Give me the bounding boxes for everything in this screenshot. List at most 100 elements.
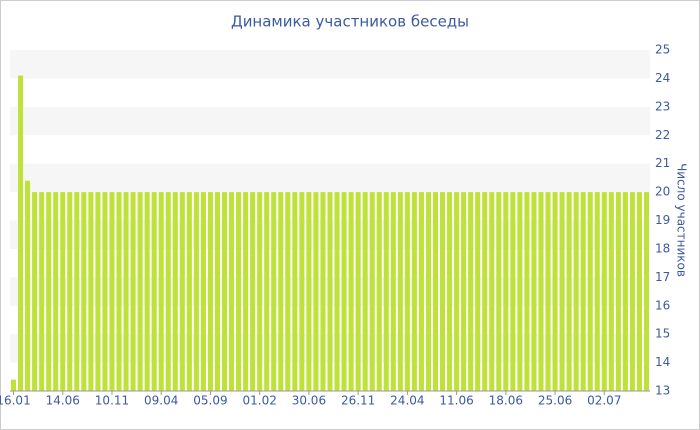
bar — [496, 192, 502, 391]
bar — [200, 192, 206, 391]
bar — [102, 192, 108, 391]
bar — [334, 192, 340, 391]
bar — [552, 192, 558, 391]
y-tick-label: 17 — [655, 270, 670, 284]
y-tick-label: 13 — [655, 384, 670, 398]
bar — [580, 192, 586, 391]
bar — [95, 192, 101, 391]
bar — [362, 192, 368, 391]
bar — [383, 192, 389, 391]
bar — [482, 192, 488, 391]
bar — [454, 192, 460, 391]
bar — [643, 192, 650, 391]
bar — [636, 192, 642, 391]
bar — [432, 192, 439, 391]
bar — [587, 192, 593, 391]
x-tick-label: 09.04 — [144, 394, 178, 408]
x-tick-label: 02.07 — [587, 394, 621, 408]
grid-band — [10, 50, 650, 79]
bar — [278, 192, 284, 391]
bar — [538, 192, 544, 391]
bar — [299, 192, 305, 391]
bar — [10, 379, 17, 391]
bar — [566, 192, 572, 391]
bar — [594, 192, 600, 391]
bar — [397, 192, 403, 391]
x-tick-label: 10.11 — [95, 394, 129, 408]
bar — [404, 192, 410, 391]
bar — [629, 192, 635, 391]
bar — [18, 75, 24, 391]
bar — [88, 192, 94, 391]
bar — [355, 192, 361, 391]
bar — [271, 192, 277, 391]
y-tick-label: 16 — [655, 298, 670, 312]
bar — [130, 192, 136, 391]
y-tick-label: 18 — [655, 241, 670, 255]
x-tick-label: 24.04 — [390, 394, 424, 408]
bar — [369, 192, 375, 391]
bar — [601, 192, 607, 391]
x-tick-label: 25.06 — [538, 394, 572, 408]
bar — [545, 192, 551, 391]
bar — [264, 192, 270, 391]
y-tick-label: 23 — [655, 99, 670, 113]
bar — [236, 192, 242, 391]
bar — [447, 192, 453, 391]
x-tick-label: 05.09 — [193, 394, 227, 408]
bar — [179, 192, 185, 391]
bar — [292, 192, 298, 391]
x-tick-label: 14.06 — [46, 394, 80, 408]
grid-band — [10, 106, 650, 136]
bar — [524, 192, 530, 391]
x-tick-label: 30.06 — [292, 394, 326, 408]
y-tick-label: 25 — [655, 43, 670, 57]
bar — [74, 192, 80, 391]
bar — [503, 192, 509, 391]
y-tick-label: 19 — [655, 213, 670, 227]
x-tick-label: 11.06 — [439, 394, 473, 408]
bar — [510, 192, 516, 391]
grid-band — [10, 163, 650, 193]
bar — [221, 192, 228, 391]
bar — [313, 192, 319, 391]
bar — [158, 192, 164, 391]
chart-title: Динамика участников беседы — [231, 13, 469, 31]
bar — [608, 192, 614, 391]
bar — [341, 192, 347, 391]
y-axis-label: Число участников — [675, 163, 689, 277]
bar — [573, 192, 579, 391]
y-tick-label: 15 — [655, 327, 670, 341]
y-tick-label: 21 — [655, 156, 670, 170]
bar — [214, 192, 221, 391]
bar — [165, 192, 171, 391]
bar — [531, 192, 537, 391]
bar — [320, 192, 326, 391]
y-tick-label: 24 — [655, 71, 670, 85]
bar — [193, 192, 199, 391]
bar — [250, 192, 256, 391]
bar — [243, 192, 249, 391]
bar — [116, 192, 122, 391]
x-tick-label: 16.01 — [0, 394, 31, 408]
bar — [411, 192, 417, 391]
bar — [207, 192, 213, 391]
bar — [461, 192, 467, 391]
bar — [144, 192, 150, 391]
bar — [53, 192, 59, 391]
y-tick-label: 20 — [655, 185, 670, 199]
bar — [348, 192, 354, 391]
bar — [46, 192, 52, 391]
bar — [172, 192, 178, 391]
bar — [123, 192, 129, 391]
bar — [25, 180, 31, 391]
bar — [475, 192, 481, 391]
bar — [327, 192, 333, 391]
bar — [390, 192, 396, 391]
bar — [425, 192, 431, 391]
bar — [622, 192, 628, 391]
y-tick-label: 14 — [655, 355, 670, 369]
bar — [439, 192, 446, 391]
